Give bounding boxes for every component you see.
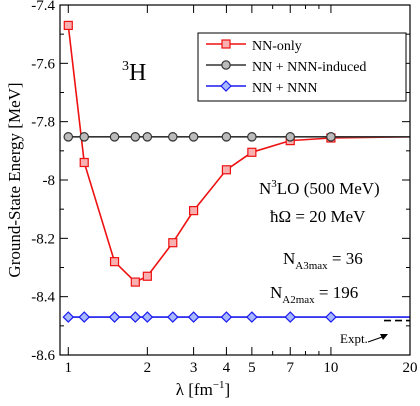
y-axis-title: Ground-State Energy [MeV] [5,82,24,277]
interaction-main: N [259,179,271,198]
data-point-nn-nnn [129,311,142,323]
n-a3max-sub: A3max [295,260,328,272]
n-a2max-value: = 196 [315,283,359,302]
expt-arrow-head [380,334,388,340]
n-a2max-label: NA2max = 196 [270,283,358,306]
data-point-nn-only [79,157,89,168]
x-tick-label: 20 [403,360,418,376]
nucleus-mass-number: 3 [122,59,129,74]
data-point-nn-nnn [246,311,258,323]
data-point-nnn-induced [63,132,74,142]
legend-marker-nn-only [221,39,231,49]
x-tick-label: 3 [190,360,198,376]
y-tick-label: -7.4 [31,0,55,14]
x-tick-label: 1 [65,360,73,376]
x-axis-title: λ [fm−1] [176,379,230,399]
n-a3max-main: N [283,249,295,268]
tick-layer: 1 2 3 4 5 7 10 20 -8.6 -8.4 -8.2 -8 -7.8 -7.6 -7.4 [31,0,417,376]
data-point-nnn-induced [326,132,336,142]
legend-marker-nn-nnn [220,80,232,92]
data-point-nnn-induced [109,132,120,142]
hbar-omega-label: ħΩ = 20 MeV [270,207,366,226]
data-point-nnn-induced [142,132,153,142]
data-point-nn-nnn [166,311,179,323]
data-point-nn-only [130,277,140,287]
legend-marker-nnn-induced [221,60,231,70]
x-tick-label: 10 [323,360,338,376]
interaction-sup: 3 [271,178,277,190]
y-tick-label: -7.8 [31,115,55,131]
data-point-nn-nnn [325,311,337,323]
y-tick-label: -8 [43,173,56,189]
data-point-nn-only [188,206,199,216]
data-point-nn-only [63,20,73,31]
interaction-label: N3LO (500 MeV) [259,178,380,198]
plot-frame [59,4,411,356]
data-point-nnn-induced [247,132,257,142]
x-axis-title-sup: −1 [213,379,225,391]
data-point-nn-nnn [108,311,121,323]
data-point-nn-only [247,147,257,157]
data-point-nn-nnn [78,311,91,323]
data-point-nn-nnn [62,311,75,323]
x-tick-label: 2 [144,360,152,376]
data-point-nnn-induced [79,132,90,142]
legend-label-nn-nnn: NN + NNN [252,81,317,96]
data-point-nn-nnn [220,311,233,323]
n-a3max-value: = 36 [328,249,363,268]
data-point-nnn-induced [221,132,232,142]
legend: NN-only NN + NNN-induced NN + NNN [197,32,407,102]
legend-label-nn-only: NN-only [252,39,302,54]
legend-label-nnn-induced: NN + NNN-induced [252,60,366,75]
series-layer [62,20,411,323]
data-point-nnn-induced [167,132,178,142]
expt-label: Expt. [340,331,368,346]
data-point-nn-nnn [141,311,154,323]
n-a3max-label: NA3max = 36 [283,249,363,272]
n-a2max-main: N [270,283,282,302]
interaction-rest: LO (500 MeV) [277,179,380,198]
y-tick-label: -8.2 [31,231,55,247]
data-point-nnn-induced [130,132,141,142]
data-point-nnn-induced [188,132,199,142]
y-tick-label: -8.6 [31,348,55,364]
series-line-nn-only [67,25,411,284]
x-axis-title-main: λ [fm [176,380,213,399]
y-tick-label: -7.6 [31,56,55,72]
data-point-nnn-induced [285,132,296,142]
y-tick-label: -8.4 [31,290,55,306]
data-point-nn-nnn [187,311,200,323]
nucleus-label: 3H [122,59,146,86]
data-point-nn-nnn [284,311,297,323]
data-point-nn-only [142,271,152,281]
x-tick-label: 5 [248,360,256,376]
legend-samples [206,39,246,92]
nucleus-symbol: H [129,60,146,86]
n-a2max-sub: A2max [282,294,315,306]
x-axis-title-close: ] [225,380,231,399]
data-point-nn-only [168,238,178,248]
x-tick-label: 4 [223,360,231,376]
data-point-nn-only [109,257,120,267]
x-tick-label: 7 [286,360,294,376]
data-point-nn-only [221,165,232,175]
